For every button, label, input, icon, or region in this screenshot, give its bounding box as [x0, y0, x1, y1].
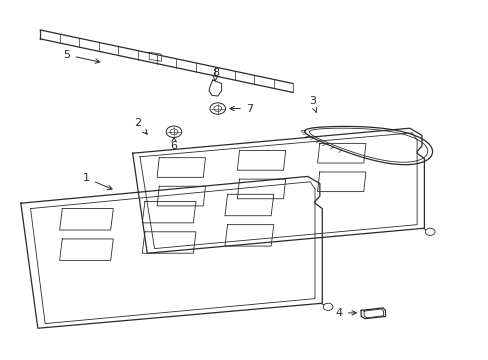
Text: 5: 5 [63, 50, 100, 63]
Text: 2: 2 [134, 118, 147, 134]
Text: 3: 3 [308, 96, 316, 112]
Text: 4: 4 [335, 308, 356, 318]
Text: 1: 1 [83, 173, 112, 189]
Circle shape [209, 103, 225, 114]
Text: 8: 8 [211, 68, 219, 81]
Text: 6: 6 [170, 138, 177, 151]
Text: 7: 7 [229, 104, 252, 113]
Circle shape [425, 228, 434, 235]
Circle shape [323, 303, 332, 310]
Polygon shape [208, 80, 221, 96]
Circle shape [166, 126, 182, 138]
